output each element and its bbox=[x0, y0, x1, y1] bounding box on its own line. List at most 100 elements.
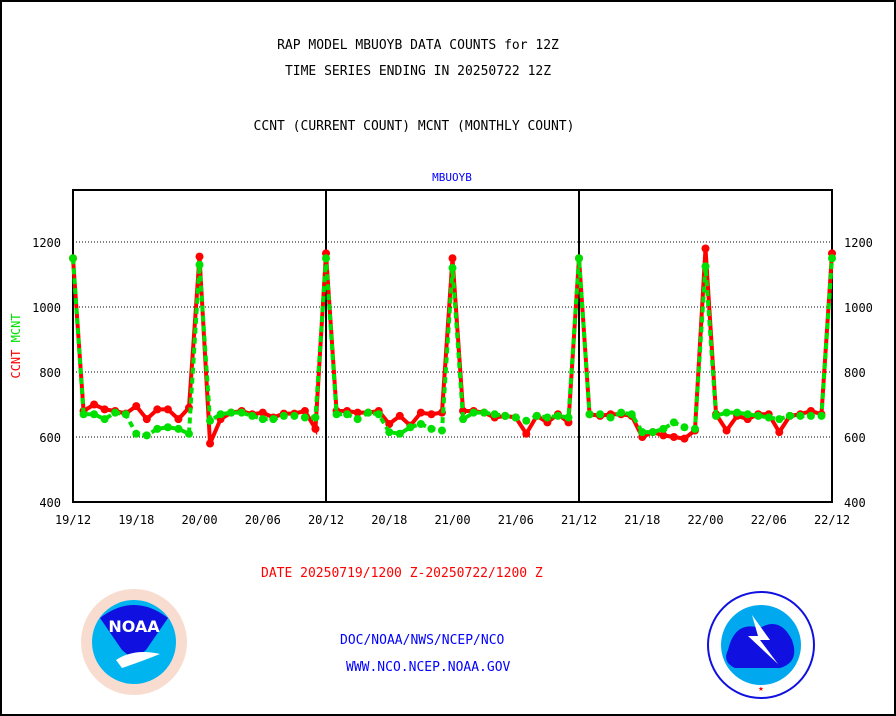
data-point-mcnt bbox=[680, 423, 689, 432]
data-point-ccnt bbox=[659, 431, 668, 440]
data-point-ccnt bbox=[142, 415, 151, 424]
data-point-mcnt bbox=[395, 429, 404, 438]
data-point-mcnt bbox=[132, 429, 141, 438]
data-point-ccnt bbox=[132, 402, 141, 411]
x-tick-label: 19/12 bbox=[55, 513, 91, 527]
plot-title: MBUOYB bbox=[432, 171, 472, 184]
data-point-mcnt bbox=[416, 420, 425, 428]
data-point-mcnt bbox=[322, 254, 330, 263]
data-point-mcnt bbox=[206, 416, 215, 425]
x-tick-label: 19/18 bbox=[118, 513, 154, 527]
data-point-mcnt bbox=[638, 428, 647, 437]
data-point-mcnt bbox=[511, 413, 520, 422]
data-point-mcnt bbox=[543, 413, 552, 422]
data-point-ccnt bbox=[522, 429, 531, 438]
org-path: DOC/NOAA/NWS/NCEP/NCO bbox=[340, 633, 505, 648]
data-point-mcnt bbox=[216, 410, 225, 419]
data-point-mcnt bbox=[332, 410, 341, 419]
y-tick-label-right: 1000 bbox=[844, 301, 873, 315]
x-tick-label: 21/00 bbox=[434, 513, 470, 527]
data-point-mcnt bbox=[532, 411, 541, 420]
data-point-ccnt bbox=[416, 408, 425, 417]
data-point-ccnt bbox=[680, 434, 689, 443]
data-point-ccnt bbox=[775, 428, 784, 437]
data-point-mcnt bbox=[606, 413, 615, 422]
data-point-mcnt bbox=[490, 410, 499, 419]
y-axis-label: CCNT MCNT bbox=[9, 313, 23, 378]
data-point-mcnt bbox=[733, 408, 742, 417]
x-tick-label: 22/06 bbox=[751, 513, 787, 527]
plot-border bbox=[72, 189, 833, 503]
data-point-ccnt bbox=[448, 254, 457, 263]
chart-subtitle: CCNT (CURRENT COUNT) MCNT (MONTHLY COUNT… bbox=[253, 119, 575, 134]
data-point-mcnt bbox=[163, 423, 172, 432]
x-tick-label: 20/12 bbox=[308, 513, 344, 527]
data-point-mcnt bbox=[237, 408, 246, 417]
data-point-mcnt bbox=[353, 415, 362, 424]
x-tick-label: 20/00 bbox=[181, 513, 217, 527]
data-point-mcnt bbox=[300, 413, 309, 422]
data-point-mcnt bbox=[627, 410, 636, 419]
data-point-ccnt bbox=[311, 424, 320, 433]
data-point-ccnt bbox=[701, 244, 710, 253]
data-point-mcnt bbox=[806, 411, 815, 420]
y-tick-label-right: 1200 bbox=[844, 236, 873, 250]
x-tick-label: 20/18 bbox=[371, 513, 407, 527]
data-point-mcnt bbox=[248, 411, 257, 420]
data-point-mcnt bbox=[785, 411, 794, 420]
data-point-mcnt bbox=[617, 408, 626, 417]
website: WWW.NCO.NCEP.NOAA.GOV bbox=[346, 660, 511, 675]
x-tick-label: 20/06 bbox=[245, 513, 281, 527]
data-point-mcnt bbox=[195, 260, 204, 269]
data-point-mcnt bbox=[427, 424, 436, 433]
data-point-ccnt bbox=[258, 408, 267, 417]
chart-title-line2: TIME SERIES ENDING IN 20250722 12Z bbox=[284, 64, 552, 79]
data-point-mcnt bbox=[311, 413, 320, 422]
x-tick-label: 21/12 bbox=[561, 513, 597, 527]
data-point-mcnt bbox=[279, 411, 288, 420]
data-point-mcnt bbox=[669, 418, 678, 427]
data-point-mcnt bbox=[553, 411, 562, 420]
data-point-ccnt bbox=[174, 415, 183, 424]
data-point-mcnt bbox=[111, 408, 120, 417]
data-point-mcnt bbox=[648, 428, 657, 437]
data-point-mcnt bbox=[796, 411, 805, 420]
data-point-mcnt bbox=[364, 408, 373, 417]
data-point-ccnt bbox=[195, 252, 204, 261]
data-point-ccnt bbox=[100, 405, 109, 414]
data-point-mcnt bbox=[690, 424, 699, 433]
data-point-mcnt bbox=[596, 410, 605, 419]
data-point-ccnt bbox=[427, 410, 436, 419]
y-tick-label-left: 400 bbox=[39, 496, 61, 510]
data-point-mcnt bbox=[754, 411, 763, 420]
data-point-mcnt bbox=[142, 431, 151, 440]
data-point-mcnt bbox=[828, 254, 836, 263]
data-point-mcnt bbox=[121, 410, 130, 419]
data-point-mcnt bbox=[469, 408, 478, 417]
data-point-mcnt bbox=[459, 415, 468, 424]
y-label-ccnt: CCNT bbox=[9, 350, 23, 379]
data-point-mcnt bbox=[480, 408, 489, 417]
data-point-mcnt bbox=[437, 426, 446, 435]
data-point-ccnt bbox=[163, 405, 172, 414]
data-point-mcnt bbox=[501, 411, 510, 420]
y-tick-label-right: 400 bbox=[844, 496, 866, 510]
data-point-ccnt bbox=[300, 407, 309, 415]
data-point-mcnt bbox=[817, 411, 826, 420]
data-point-ccnt bbox=[206, 439, 215, 448]
data-point-ccnt bbox=[395, 411, 404, 420]
data-point-mcnt bbox=[385, 428, 394, 437]
data-point-mcnt bbox=[184, 429, 193, 438]
y-tick-label-left: 800 bbox=[39, 366, 61, 380]
y-tick-label-left: 1200 bbox=[32, 236, 61, 250]
data-point-mcnt bbox=[712, 411, 721, 420]
y-tick-label-left: 1000 bbox=[32, 301, 61, 315]
data-point-mcnt bbox=[564, 413, 573, 422]
data-point-mcnt bbox=[406, 423, 415, 432]
data-point-mcnt bbox=[174, 424, 183, 433]
y-label-mcnt: MCNT bbox=[9, 313, 23, 349]
data-point-mcnt bbox=[575, 254, 583, 263]
data-point-mcnt bbox=[100, 415, 109, 424]
